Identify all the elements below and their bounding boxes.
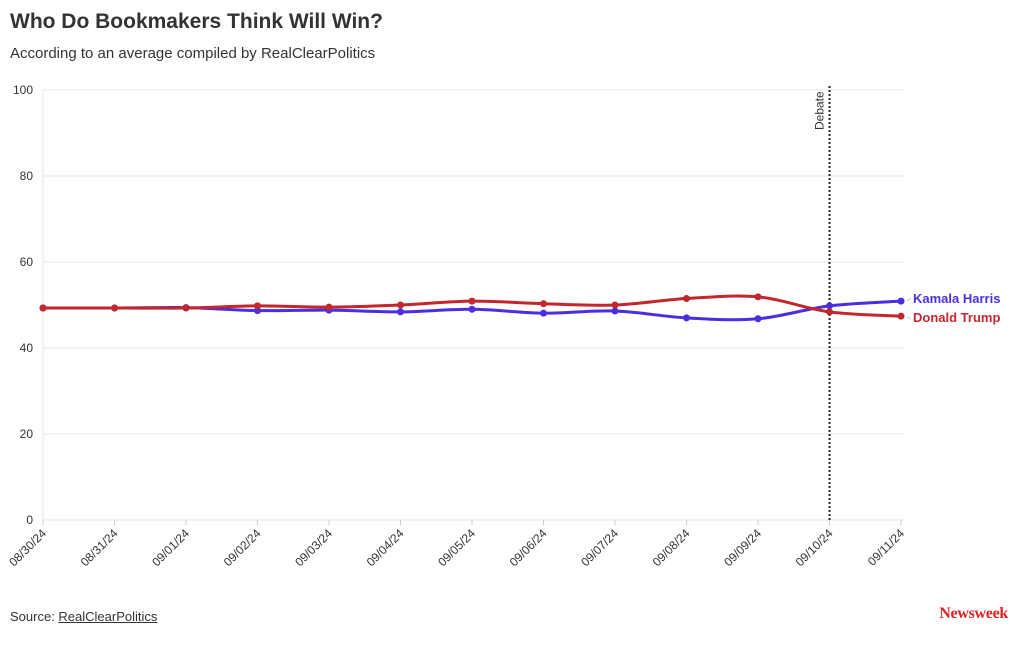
data-point — [754, 315, 762, 323]
source-label: Source: — [10, 609, 59, 624]
data-point — [182, 304, 190, 312]
data-point — [897, 297, 905, 305]
x-tick-label: 08/30/24 — [6, 526, 49, 569]
label-connector — [906, 298, 912, 301]
debate-label: Debate — [813, 91, 827, 130]
x-tick-label: 09/09/24 — [721, 526, 764, 569]
data-point — [754, 293, 762, 301]
x-tick-label: 09/05/24 — [435, 526, 478, 569]
chart-title: Who Do Bookmakers Think Will Win? — [10, 10, 383, 33]
data-point — [397, 308, 404, 316]
data-point — [540, 300, 547, 308]
data-point — [397, 301, 404, 309]
y-tick-label: 40 — [20, 341, 34, 355]
x-tick-label: 09/04/24 — [364, 526, 407, 569]
data-point — [111, 304, 118, 312]
data-point — [683, 295, 690, 303]
series-label-trump: Donald Trump — [913, 310, 1000, 325]
source-link[interactable]: RealClearPolitics — [58, 609, 158, 624]
data-point — [897, 312, 905, 320]
x-tick-label: 09/10/24 — [793, 526, 836, 569]
x-tick-label: 09/07/24 — [578, 526, 621, 569]
data-point — [611, 307, 619, 315]
data-point — [325, 303, 333, 311]
data-point — [39, 304, 47, 312]
data-point — [468, 305, 476, 313]
label-connector — [906, 316, 912, 319]
data-point — [468, 297, 476, 305]
data-point — [683, 314, 690, 322]
data-point — [611, 301, 619, 309]
x-tick-label: 09/06/24 — [507, 526, 550, 569]
x-tick-label: 09/08/24 — [650, 526, 693, 569]
x-tick-label: 09/03/24 — [292, 526, 335, 569]
x-tick-label: 09/11/24 — [865, 526, 908, 569]
y-tick-label: 0 — [26, 513, 33, 527]
x-tick-label: 09/02/24 — [221, 526, 264, 569]
newsweek-logo: Newsweek — [939, 605, 1008, 622]
y-tick-label: 100 — [13, 83, 33, 97]
series-label-harris: Kamala Harris — [913, 291, 1000, 306]
source-note: Source: RealClearPolitics — [10, 609, 157, 624]
y-tick-label: 20 — [20, 427, 34, 441]
x-tick-label: 08/31/24 — [78, 526, 121, 569]
y-tick-label: 80 — [20, 169, 34, 183]
data-point — [826, 302, 833, 310]
y-tick-label: 60 — [20, 255, 34, 269]
data-point — [826, 308, 833, 316]
chart-subtitle: According to an average compiled by Real… — [10, 45, 376, 62]
data-point — [540, 309, 547, 317]
x-tick-label: 09/01/24 — [149, 526, 192, 569]
data-point — [254, 302, 261, 310]
